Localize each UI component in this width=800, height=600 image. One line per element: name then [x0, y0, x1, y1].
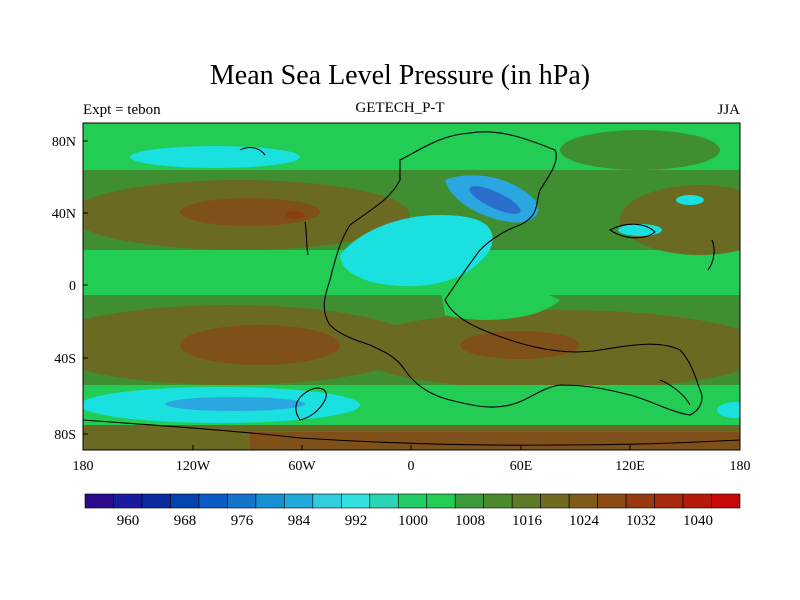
colorbar-label-984: 984: [288, 513, 311, 529]
colorbar-swatch: [340, 493, 371, 509]
colorbar-swatch: [84, 493, 114, 509]
field-low-spot-b: [676, 195, 704, 205]
colorbar-swatch: [284, 493, 314, 509]
coastline-antarctica: [83, 419, 740, 446]
colorbar-swatch: [255, 493, 285, 509]
colorbar-label-992: 992: [345, 513, 368, 529]
field-low-spot-a: [618, 224, 662, 236]
dataset-label: GETECH_P-T: [355, 100, 445, 116]
lon-label-60e: 60E: [510, 459, 533, 474]
coastline-island-east: [608, 223, 656, 239]
colorbar-swatch: [625, 493, 655, 509]
field-core-npac-max: [285, 211, 305, 219]
field-low-deep-core: [469, 186, 521, 214]
field-low-continent: [340, 215, 493, 287]
colorbar-label-976: 976: [231, 513, 254, 529]
field-low-south-east: [717, 402, 740, 418]
colorbar-swatch: [682, 493, 712, 509]
colorbar-swatch: [568, 493, 598, 509]
colorbar-swatch: [454, 493, 485, 509]
colorbar-swatch: [198, 493, 228, 509]
lat-label-40n: 40N: [52, 207, 76, 222]
colorbar-label-1032: 1032: [626, 513, 656, 529]
colorbar-label-1000: 1000: [398, 513, 428, 529]
colorbar-swatch: [654, 493, 684, 509]
colorbar-swatch: [597, 493, 627, 509]
colorbar-swatch: [511, 493, 541, 509]
axis-ticks: [82, 140, 741, 450]
field-core-spac: [180, 325, 340, 365]
lon-label-60w: 60W: [288, 459, 316, 474]
lon-label-180w: 180: [73, 459, 94, 474]
colorbar-label-1040: 1040: [683, 513, 713, 529]
lat-label-80s: 80S: [54, 428, 76, 443]
coastline-southeast-arc: [659, 379, 691, 406]
colorbar-labels: 960 968 976 984 992 1000 1008 1016 1024 …: [117, 513, 713, 529]
lon-label-120w: 120W: [176, 459, 211, 474]
field-low-south-core: [165, 397, 305, 411]
field-polar-south-core: [250, 432, 740, 450]
field-arctic-olive: [560, 130, 720, 170]
coastline-supercontinent: [323, 131, 703, 416]
colorbar-swatch: [483, 493, 513, 509]
colorbar-swatch: [397, 493, 428, 509]
lat-label-eq: 0: [69, 279, 76, 294]
coastlines: [83, 131, 740, 446]
colorbar-swatch: [113, 493, 143, 509]
colorbar-swatch: [227, 493, 257, 509]
latitude-axis: 80N 40N 0 40S 80S: [52, 135, 76, 443]
colorbar-swatch: [170, 493, 200, 509]
experiment-label: Expt = tebon: [83, 102, 161, 118]
field-continent-interior: [440, 277, 560, 320]
colorbar-swatch: [369, 493, 399, 509]
map-title: Mean Sea Level Pressure (in hPa): [209, 60, 591, 91]
lon-label-120e: 120E: [615, 459, 645, 474]
colorbar-swatch: [711, 493, 741, 509]
colorbar-swatch: [540, 493, 570, 509]
lon-label-0: 0: [408, 459, 415, 474]
field-high-npac-east: [620, 185, 740, 255]
colorbar-swatch: [141, 493, 171, 509]
field-core-npac: [180, 198, 320, 226]
colorbar-label-1016: 1016: [512, 513, 543, 529]
lat-label-80n: 80N: [52, 135, 76, 150]
colorbar-label-960: 960: [117, 513, 140, 529]
colorbar-swatch: [312, 493, 342, 509]
field-low-arctic: [130, 146, 300, 168]
colorbar: [84, 493, 741, 509]
longitude-axis: 180 120W 60W 0 60E 120E 180: [73, 459, 751, 474]
season-label: JJA: [717, 102, 740, 118]
lon-label-180e: 180: [730, 459, 751, 474]
field-core-sind: [460, 331, 580, 359]
lat-label-40s: 40S: [54, 352, 76, 367]
colorbar-label-1008: 1008: [455, 513, 485, 529]
coastline-arctic-a: [239, 146, 266, 156]
coastline-island-far-east: [707, 239, 715, 271]
colorbar-label-968: 968: [174, 513, 197, 529]
coastline-island-south: [295, 387, 327, 421]
colorbar-label-1024: 1024: [569, 513, 600, 529]
colorbar-swatch: [426, 493, 456, 509]
pressure-field: [83, 123, 740, 450]
coastline-island-chain: [304, 221, 309, 256]
